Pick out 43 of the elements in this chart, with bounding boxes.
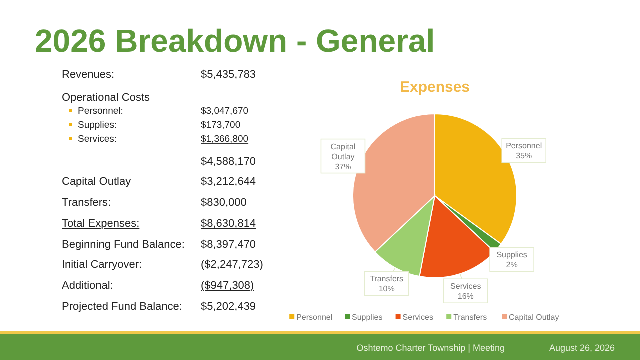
text: ($947,308) xyxy=(201,280,254,292)
text: ($2,247,723) xyxy=(201,259,264,271)
text: Transfers: xyxy=(62,197,112,209)
text: $1,366,800 xyxy=(201,134,249,145)
slice-label: Services xyxy=(450,282,482,292)
data-label: 10% xyxy=(378,284,395,294)
slice-label: Capital Outlay xyxy=(330,142,356,162)
chart-title: Expenses xyxy=(400,79,470,96)
data-label: 16% xyxy=(458,292,474,302)
slice-label: Transfers xyxy=(370,274,404,284)
text: $173,700 xyxy=(201,120,241,131)
legend-label: Capital Outlay xyxy=(509,313,560,322)
text: Services: xyxy=(78,134,118,145)
legend-label: Transfers xyxy=(454,313,488,322)
text: Oshtemo Charter Township | Meeting xyxy=(356,343,505,353)
data-label: 35% xyxy=(516,152,532,161)
slice-label: Personnel xyxy=(506,142,542,151)
text: $5,435,783 xyxy=(201,69,256,81)
legend-label: Personnel xyxy=(296,313,333,322)
legend-label: Supplies xyxy=(352,313,383,322)
slice-label: Supplies xyxy=(496,250,528,260)
text: Personnel: xyxy=(78,106,124,117)
text: Capital Outlay xyxy=(62,176,132,188)
text: Additional: xyxy=(62,280,114,292)
text: $5,202,439 xyxy=(201,301,256,313)
text: 2026 Breakdown - General xyxy=(35,23,436,59)
text: $8,630,814 xyxy=(201,218,256,230)
legend-label: Services xyxy=(402,313,434,322)
text: Projected Fund Balance: xyxy=(62,301,182,313)
text: Beginning Fund Balance: xyxy=(62,239,185,251)
text: Operational Costs xyxy=(62,92,151,104)
data-label: 2% xyxy=(506,260,518,270)
text: $3,212,644 xyxy=(201,176,256,188)
text: $8,397,470 xyxy=(201,239,256,251)
text: $3,047,670 xyxy=(201,106,249,117)
text: $830,000 xyxy=(201,197,247,209)
text: Revenues: xyxy=(62,69,115,81)
text: Supplies: xyxy=(78,120,118,131)
text: August 26, 2026 xyxy=(549,343,615,353)
text: Initial Carryover: xyxy=(62,259,142,271)
data-label: 37% xyxy=(335,162,352,172)
text: Total Expenses: xyxy=(62,218,140,230)
text: $4,588,170 xyxy=(201,156,256,168)
